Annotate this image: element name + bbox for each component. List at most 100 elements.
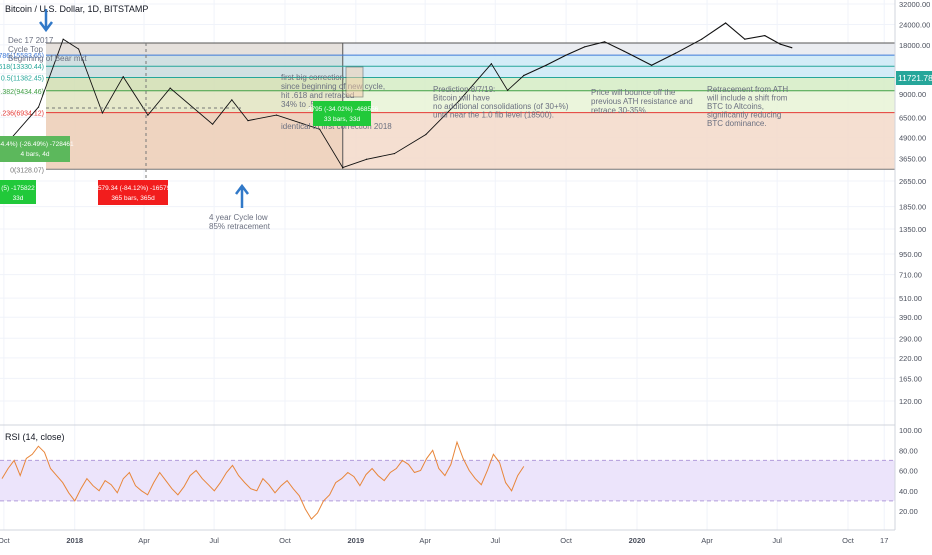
price-point <box>604 41 606 43</box>
annotation-first-correction: hit .618 and retraced <box>281 91 354 100</box>
time-tick-label: Oct <box>560 536 573 545</box>
rsi-title: RSI (14, close) <box>5 432 65 442</box>
time-tick-label: Apr <box>419 536 431 545</box>
measure-badge-green-text: -4795 (-34.02%) -468556 <box>306 106 379 113</box>
fib-level-label: 0.618(13330.44) <box>0 64 44 71</box>
measure-badge-green-left <box>0 136 70 162</box>
price-point <box>565 54 567 56</box>
rsi-line <box>1 440 525 520</box>
price-point <box>62 38 64 40</box>
measure-badge-green-far-text: 33d <box>13 195 24 202</box>
price-point <box>122 76 124 78</box>
prediction-line <box>523 22 792 77</box>
price-tick-label: 220.00 <box>899 354 922 363</box>
down-arrow-icon <box>39 9 53 33</box>
price-point <box>147 114 149 116</box>
annotation-bear-mkt: Beginning of Bear mkt <box>8 54 87 63</box>
price-tick-label: 18000.00 <box>899 41 930 50</box>
annotation-first-correction: first big correction <box>281 73 344 82</box>
price-point <box>490 63 493 65</box>
price-tick-label: 6500.00 <box>899 113 926 122</box>
annotation-cycle-low: 85% retracement <box>209 222 271 231</box>
rsi-tick-label: 20.00 <box>899 507 918 516</box>
measure-badge-green-far-text: (5) -175822 <box>1 185 35 192</box>
price-point <box>744 38 746 40</box>
annotation-bounce: retrace 30-35%. <box>591 106 648 115</box>
price-axis: 32000.0024000.0018000.0012000.009000.006… <box>899 0 930 406</box>
time-tick-label: Jul <box>490 536 500 545</box>
time-tick-label: Oct <box>0 536 11 545</box>
price-point <box>247 120 249 122</box>
measure-badge-red-text: -16579.34 (-84.12%) -1657934 <box>89 185 178 192</box>
price-point <box>724 22 727 24</box>
price-point <box>791 47 793 49</box>
price-point <box>231 99 233 101</box>
price-tick-label: 1350.00 <box>899 225 926 234</box>
fib-level-label: 0.382(9434.46) <box>0 89 44 96</box>
measure-badge-red-text: 365 bars, 365d <box>111 195 155 202</box>
annotation-retracement: BTC dominance. <box>707 119 767 128</box>
time-tick-label: Oct <box>279 536 292 545</box>
price-point <box>506 89 509 91</box>
time-tick-label: Jul <box>209 536 219 545</box>
price-point <box>701 38 703 40</box>
up-arrow-icon <box>235 183 249 208</box>
fib-level-label: 0.5(11382.45) <box>1 75 44 82</box>
time-tick-label: Oct <box>842 536 855 545</box>
annotation-first-correction: identical to first correction 2018 <box>281 122 392 131</box>
price-point <box>342 167 344 169</box>
price-point <box>425 133 427 136</box>
rsi-axis: 100.00 80.00 60.00 40.00 20.00 <box>899 426 922 516</box>
fib-zone <box>46 42 895 56</box>
rsi-tick-label: 60.00 <box>899 467 918 476</box>
price-point <box>458 100 460 102</box>
rsi-panel <box>0 440 895 520</box>
page-title: Bitcoin / U.S. Dollar, 1D, BITSTAMP <box>5 4 149 14</box>
annotation-cycle-top: Cycle Top <box>8 45 44 54</box>
rsi-band <box>0 460 895 501</box>
price-series <box>3 22 793 169</box>
price-point <box>77 48 80 50</box>
annotation-retracement: significantly reducing <box>707 111 781 120</box>
price-tick-label: 24000.00 <box>899 20 930 29</box>
rsi-tick-label: 40.00 <box>899 487 918 496</box>
price-point <box>37 106 40 108</box>
fib-level-label: 0(3128.07) <box>10 167 44 174</box>
fib-zones <box>46 42 895 170</box>
price-point <box>366 158 368 160</box>
price-point <box>169 87 171 89</box>
time-tick-label: 2020 <box>629 536 646 545</box>
measure-badge-green-text: 33 bars, 33d <box>324 116 361 123</box>
price-point <box>275 114 278 116</box>
annotation-retracement: Retracement from ATH <box>707 85 788 94</box>
time-tick-label: Jul <box>772 536 782 545</box>
measure-badge-green <box>313 101 371 126</box>
price-point <box>545 64 547 66</box>
annotation-cycle-low: 4 year Cycle low <box>209 213 268 222</box>
annotation-prediction: until near the 1.0 fib level (18500). <box>433 111 554 120</box>
price-tick-label: 120.00 <box>899 397 922 406</box>
time-axis: Oct 2018 Apr Jul Oct 2019 Apr Jul Oct 2020 Apr Jul O… <box>0 536 888 545</box>
measure-badge-green-far <box>0 180 36 204</box>
time-tick-label: 17 <box>880 536 888 545</box>
price-tick-label: 710.00 <box>899 271 922 280</box>
fib-range-box <box>46 42 343 170</box>
price-tick-label: 165.00 <box>899 374 922 383</box>
fib-zone <box>46 66 895 78</box>
recent-top-box <box>345 66 364 98</box>
time-tick-label: Apr <box>701 536 713 545</box>
fib-zone <box>46 77 895 91</box>
annotation-prediction: no additional consolidations (of 30+%) <box>433 102 569 111</box>
annotation-prediction: Bitcoin will have <box>433 94 490 103</box>
price-point <box>779 43 781 45</box>
annotation-retracement: BTC to Altcoins, <box>707 102 764 111</box>
fib-levels: 0.786(15583.65) 0.618(13330.44) 0.5(11382.… <box>0 42 895 174</box>
time-tick-label: 2018 <box>66 536 83 545</box>
current-price-badge <box>896 71 932 85</box>
measure-badge-green-left-text: (-4.4%) (-26.49%) -728461 <box>0 141 74 148</box>
price-point <box>583 46 586 48</box>
annotation-prediction: Prediction 8/7/19: <box>433 85 495 94</box>
fib-zone <box>46 55 895 67</box>
